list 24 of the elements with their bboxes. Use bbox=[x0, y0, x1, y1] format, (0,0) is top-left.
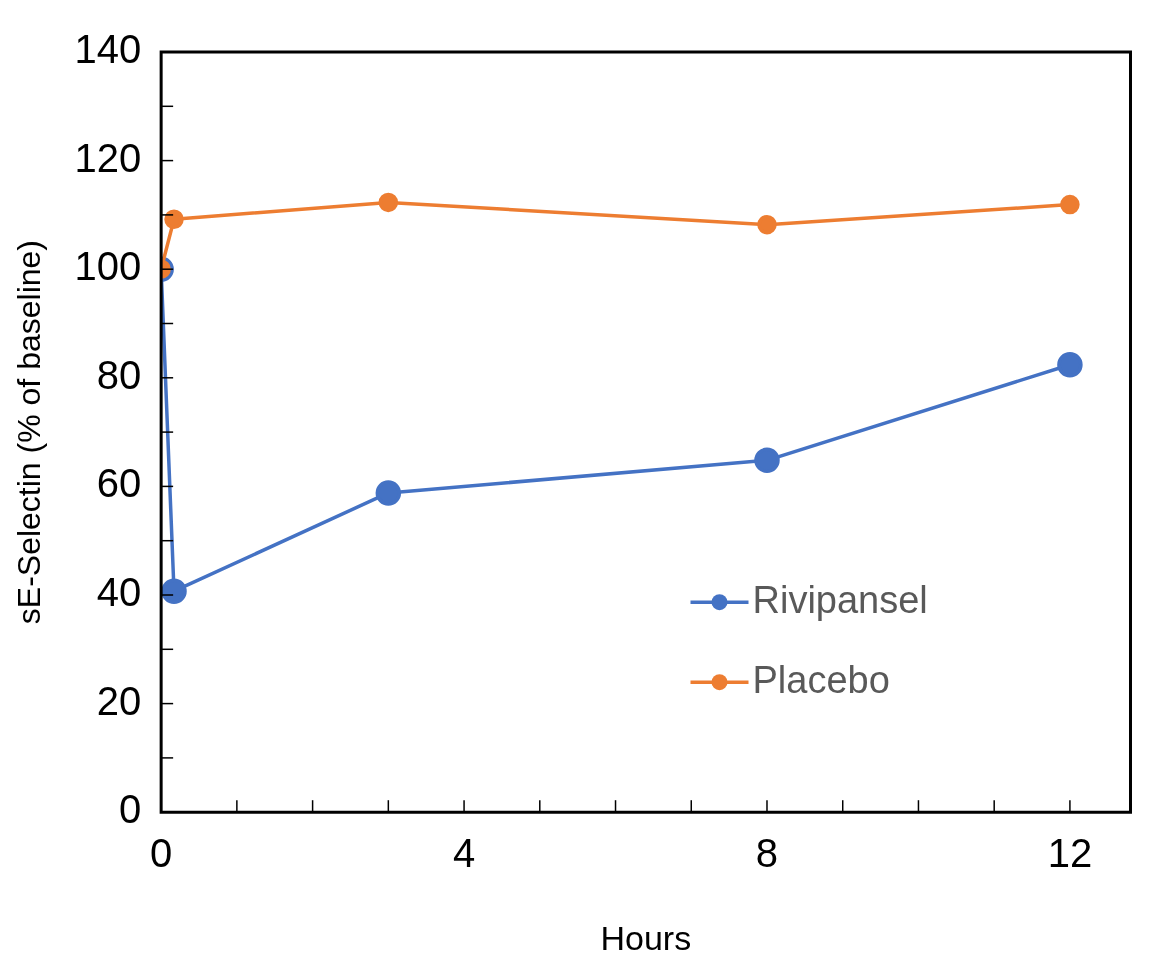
point bbox=[754, 447, 780, 474]
y-tick-label: 40 bbox=[96, 570, 142, 615]
y-axis-title: sE-Selectin (% of baseline) bbox=[11, 240, 48, 625]
y-tick-label: 0 bbox=[118, 787, 142, 832]
y-tick-label: 80 bbox=[96, 352, 142, 397]
x-axis-title: Hours bbox=[600, 918, 692, 957]
x-tick-label: 12 bbox=[1047, 831, 1093, 876]
x-tick-label: 8 bbox=[755, 831, 779, 876]
y-tick-label: 120 bbox=[74, 135, 142, 180]
y-tick-label: 60 bbox=[96, 461, 142, 506]
y-tick-label: 140 bbox=[74, 27, 142, 72]
point bbox=[378, 192, 399, 213]
point bbox=[1057, 352, 1083, 378]
point bbox=[164, 209, 184, 229]
point bbox=[375, 480, 402, 506]
legend-label: Placebo bbox=[752, 658, 890, 701]
point bbox=[1060, 194, 1080, 215]
x-tick-label: 4 bbox=[452, 831, 476, 876]
x-tick-label: 0 bbox=[150, 831, 173, 876]
y-tick-label: 100 bbox=[74, 244, 142, 289]
point bbox=[161, 578, 187, 604]
legend-label: Rivipansel bbox=[752, 578, 928, 621]
y-tick-label: 20 bbox=[96, 678, 142, 723]
point bbox=[757, 214, 777, 235]
